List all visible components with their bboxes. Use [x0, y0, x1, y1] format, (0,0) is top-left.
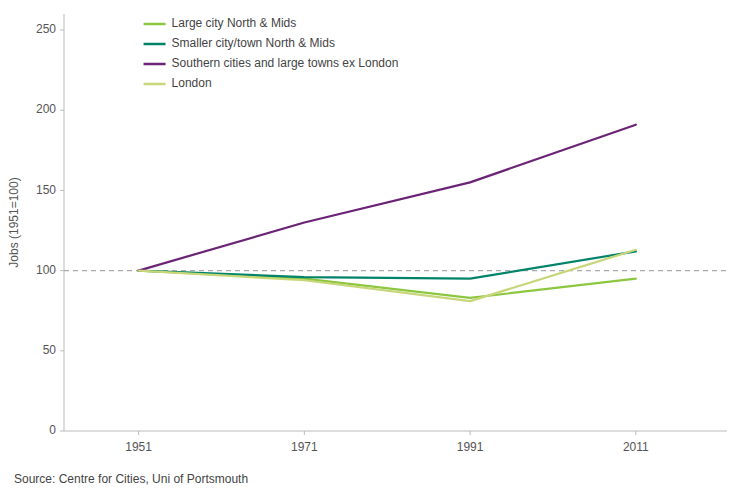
legend-swatch	[144, 43, 166, 46]
chart-svg: 0 50 100 150 200 250 1951 1971 1991 2011 Jobs (195…	[0, 0, 749, 493]
x-tick	[304, 431, 305, 435]
series-line	[139, 250, 636, 301]
legend-label: Large city North & Mids	[172, 16, 297, 30]
y-tick-label: 100	[36, 263, 56, 277]
y-tick-label: 50	[43, 343, 57, 357]
y-tick	[60, 350, 64, 351]
legend: Large city North & Mids Smaller city/town…	[144, 16, 399, 90]
y-tick-label: 150	[36, 183, 56, 197]
x-tick	[635, 431, 636, 435]
chart-container: 0 50 100 150 200 250 1951 1971 1991 2011 Jobs (195…	[0, 0, 749, 493]
y-tick	[60, 431, 64, 432]
series-line	[139, 125, 636, 271]
plot-area	[64, 125, 727, 301]
x-tick-label: 2011	[623, 440, 649, 454]
legend-swatch	[144, 23, 166, 26]
x-tick-label: 1971	[291, 440, 318, 454]
x-tick-label: 1951	[125, 440, 152, 454]
legend-label: Southern cities and large towns ex Londo…	[172, 56, 399, 70]
x-tick-label: 1991	[457, 440, 484, 454]
y-axis-label: Jobs (1951=100)	[7, 177, 21, 267]
y-tick-label: 200	[36, 102, 56, 116]
legend-swatch	[144, 63, 166, 66]
y-axis-line	[64, 14, 65, 431]
x-tick	[138, 431, 139, 435]
source-note: Source: Centre for Cities, Uni of Portsm…	[14, 472, 248, 486]
legend-label: London	[172, 76, 212, 90]
y-tick	[60, 110, 64, 111]
legend-swatch	[144, 83, 166, 86]
legend-label: Smaller city/town North & Mids	[172, 36, 335, 50]
y-tick	[60, 190, 64, 191]
y-tick-label: 250	[36, 22, 56, 36]
x-tick	[470, 431, 471, 435]
y-tick-label: 0	[49, 423, 56, 437]
y-tick	[60, 30, 64, 31]
y-tick	[60, 270, 64, 271]
x-axis-line	[64, 431, 727, 432]
